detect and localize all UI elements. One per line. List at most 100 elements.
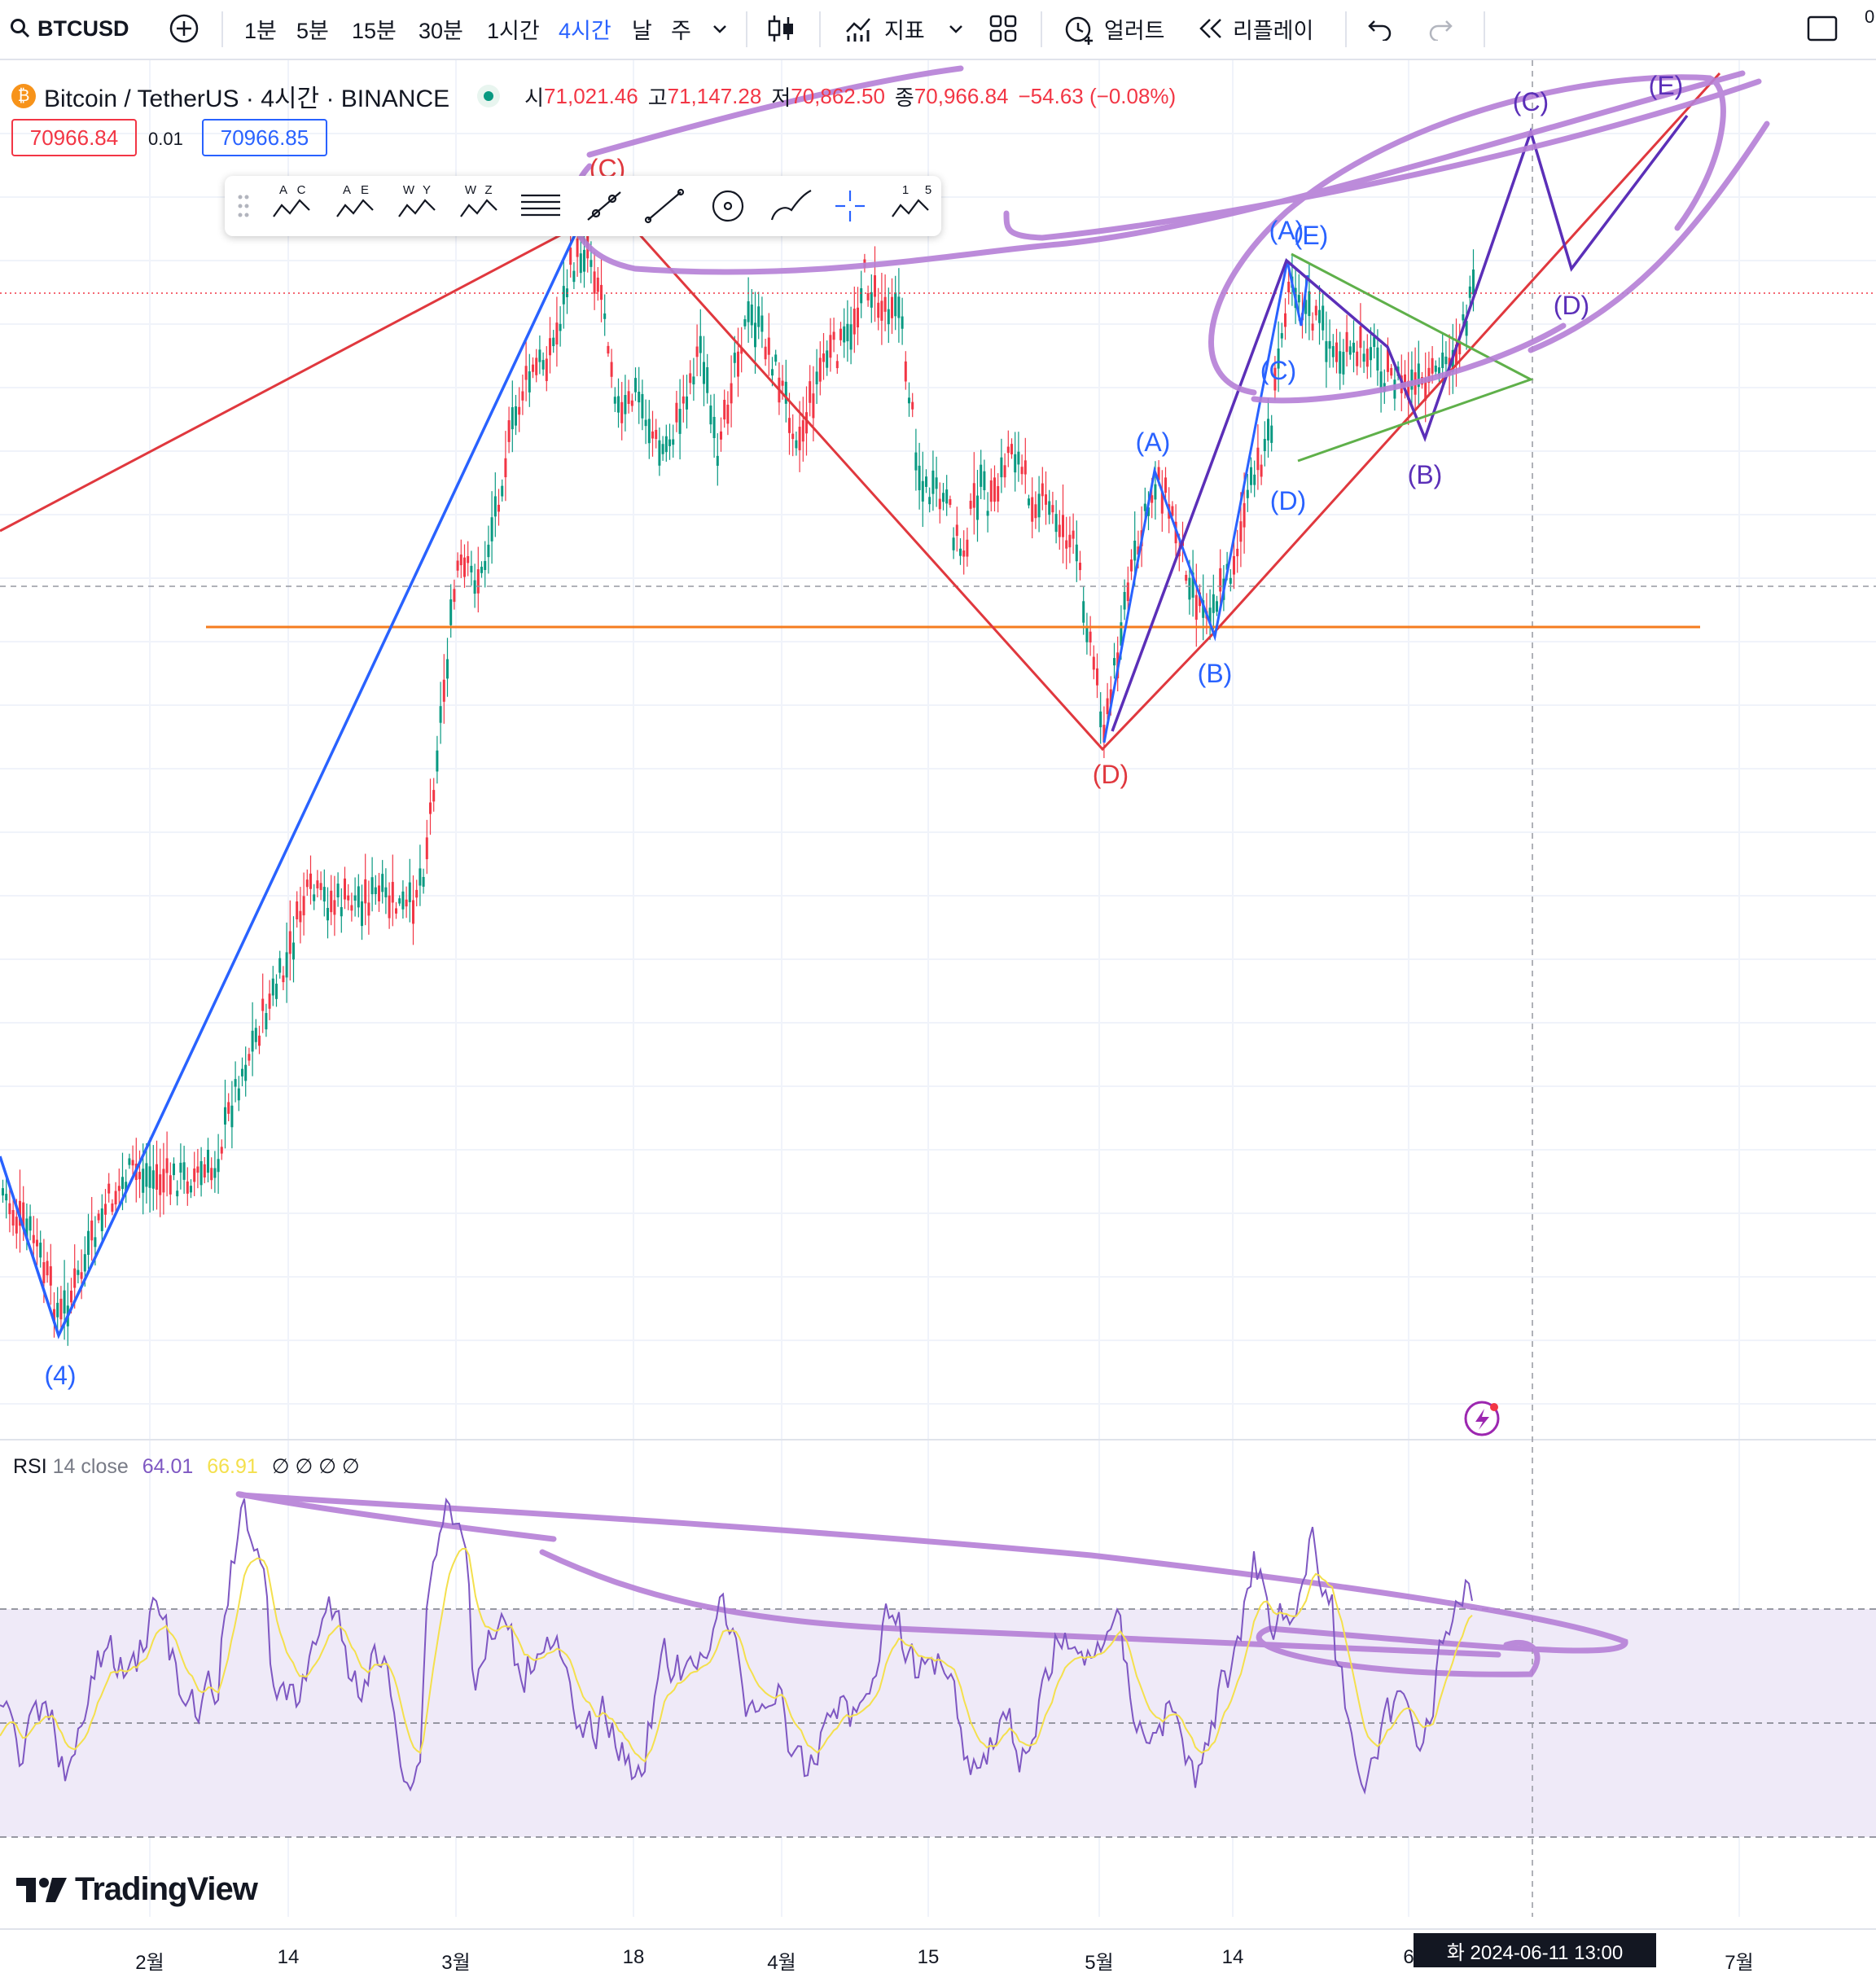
candle-body (818, 357, 822, 382)
alert-button[interactable]: 얼러트 (1062, 0, 1165, 57)
intervals-dropdown[interactable] (710, 0, 730, 57)
candle-body (962, 550, 966, 557)
tradingview-logo[interactable]: TradingView (16, 1871, 258, 1908)
candle-body (1427, 367, 1431, 384)
layouts-button[interactable] (988, 0, 1018, 57)
candle-body (145, 1163, 148, 1187)
candle-body (1328, 340, 1331, 349)
interval-week[interactable]: 주 (671, 18, 691, 43)
candle-body (1468, 286, 1471, 298)
candle-body (647, 419, 651, 444)
brush-icon[interactable] (770, 190, 812, 221)
candle-body (914, 452, 918, 471)
candle-body (459, 554, 462, 566)
candle-body (952, 537, 955, 550)
interval-day[interactable]: 날 (632, 18, 652, 43)
candle-body (220, 1147, 223, 1154)
interval-30m[interactable]: 30분 (419, 18, 463, 43)
wxy-pattern-icon[interactable]: W Y (398, 183, 436, 217)
indicators-label: 지표 (884, 18, 925, 43)
candle-body (993, 477, 996, 502)
interval-4h[interactable]: 4시간 (559, 18, 611, 43)
candle-body (80, 1272, 83, 1279)
circle-tool-icon[interactable] (712, 190, 744, 222)
open-value: 71,021.46 (544, 83, 638, 108)
candle-body (2, 1188, 4, 1196)
candle-body (1157, 467, 1160, 480)
candle-body (617, 396, 620, 413)
candle-body (692, 376, 695, 385)
candle-body (733, 353, 736, 363)
interval-1h[interactable]: 1시간 (487, 18, 540, 43)
candle-body (1028, 498, 1030, 506)
candle-body (1462, 314, 1465, 321)
abcde-pattern-icon[interactable]: A E (336, 183, 374, 217)
crosshair-time-label: 화 2024-06-11 13:00 (1414, 1933, 1656, 1967)
candle-body (1438, 367, 1440, 376)
candle-body (1219, 568, 1222, 592)
candle-body (77, 1269, 80, 1275)
wave-label-b-purple: (B) (1408, 460, 1443, 489)
candle-body (658, 440, 661, 466)
alarm-clock-icon (1065, 16, 1093, 45)
candle-body (405, 899, 408, 907)
lightning-icon[interactable] (1464, 1401, 1500, 1436)
interval-1m[interactable]: 1분 (244, 18, 277, 43)
candle-body (316, 880, 319, 888)
wave-label-4: (4) (44, 1361, 76, 1390)
fullscreen-button[interactable] (1806, 0, 1839, 57)
candle-body (1373, 336, 1376, 348)
candle-body (891, 296, 893, 318)
ray-line-icon[interactable] (644, 188, 685, 224)
candle-body (176, 1191, 179, 1197)
candle-body (49, 1266, 52, 1286)
candle-body (931, 470, 935, 494)
candle-body (436, 750, 439, 772)
candle-body (1020, 467, 1023, 475)
candle-body (1006, 446, 1010, 454)
price-chart[interactable]: (4) (C) (D) (A) (B) (C) (D) (A) (E) (B) … (0, 60, 1876, 1917)
add-symbol-button[interactable] (168, 0, 200, 57)
wxyxz-pattern-icon[interactable]: W Z (460, 183, 497, 217)
candle-body (1089, 631, 1092, 642)
candle-body (415, 889, 419, 898)
candle-body (493, 496, 497, 517)
candle-body (1126, 582, 1129, 602)
chart-type-button[interactable] (765, 0, 796, 57)
candle-body (887, 309, 890, 325)
interval-15m[interactable]: 15분 (352, 18, 397, 43)
redo-button[interactable] (1427, 0, 1454, 57)
indicators-button[interactable]: 지표 (844, 0, 925, 57)
candle-body (196, 1166, 199, 1173)
candle-body (1065, 540, 1068, 549)
change-value: −54.63 (−0.08%) (1018, 83, 1177, 108)
candle-body (419, 868, 422, 886)
wxyxz-letter-w: W (465, 183, 477, 197)
symbol-search[interactable]: BTCUSD (10, 0, 129, 57)
undo-button[interactable] (1366, 0, 1394, 57)
crosshair-icon[interactable] (835, 191, 865, 221)
candle-body (774, 354, 778, 362)
impulse-wave-icon[interactable]: 1 5 (892, 183, 931, 217)
open-label: 시 (524, 85, 545, 110)
candle-body (1376, 347, 1379, 371)
candle-body (480, 567, 483, 573)
tradingview-logo-icon (16, 1877, 67, 1902)
candle-body (613, 397, 616, 404)
candle-body (104, 1204, 107, 1215)
horizontal-lines-icon[interactable] (521, 194, 560, 217)
replay-button[interactable]: 리플레이 (1197, 0, 1313, 57)
abc-pattern-icon[interactable]: A C (273, 183, 310, 217)
sell-price-button[interactable]: 70966.84 (11, 119, 137, 156)
candle-body (1359, 326, 1362, 349)
candle-body (391, 882, 394, 903)
candle-body (1082, 601, 1085, 623)
candle-body (935, 477, 938, 489)
interval-5m[interactable]: 5분 (296, 18, 329, 43)
trend-line-icon[interactable] (587, 191, 621, 221)
drag-handle-icon[interactable] (238, 195, 249, 217)
indicators-dropdown[interactable] (946, 0, 966, 57)
buy-price-button[interactable]: 70966.85 (202, 119, 327, 156)
rsi-legend: RSI 14 close 64.01 66.91 ∅ ∅ ∅ ∅ (13, 1454, 360, 1479)
candle-body (1325, 341, 1328, 362)
